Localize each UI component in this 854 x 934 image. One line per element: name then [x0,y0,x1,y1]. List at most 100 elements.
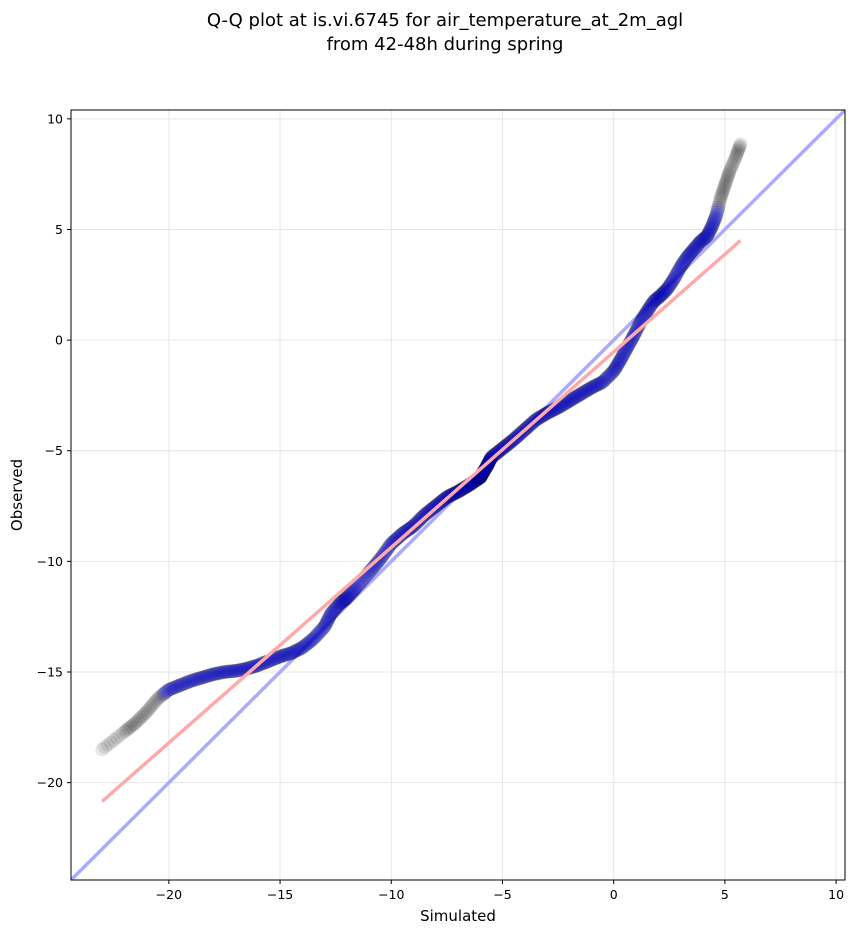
quantile-point [608,360,623,375]
quantile-point [689,239,704,254]
quantile-point [699,229,714,244]
quantile-point [679,250,694,265]
quantile-point [719,172,734,187]
quantile-point [331,598,346,613]
quantile-point [598,371,613,386]
quantile-point [712,196,727,211]
quantile-point [567,390,582,405]
quantile-point [203,668,218,683]
quantile-point [641,301,656,316]
quantile-point [139,705,154,719]
quantile-point [641,302,656,317]
quantile-point [382,539,397,554]
quantile-point [713,189,728,204]
y-tick-label: −5 [45,443,63,458]
quantile-point [188,672,203,687]
quantile-point [607,362,622,377]
quantile-point [615,348,630,363]
quantile-point [150,691,165,706]
quantile-point [732,140,747,155]
quantile-point [656,285,671,300]
quantile-point [649,292,664,307]
quantile-point [293,641,308,656]
quantile-point [321,611,336,626]
quantile-point [153,689,168,704]
quantile-point [731,142,746,157]
quantile-point [244,660,259,675]
quantile-point [231,663,246,678]
quantile-point [687,241,702,256]
quantile-point [723,162,738,177]
quantile-point [315,622,330,637]
quantile-point [184,673,199,688]
quantile-point [400,523,415,538]
quantile-point [542,405,557,420]
quantile-point [157,685,172,700]
quantile-point [191,671,206,686]
quantile-point [702,223,717,238]
quantile-point [173,678,188,693]
quantile-point [713,191,728,206]
quantile-point [717,179,732,194]
quantile-point [666,273,681,288]
quantile-point [219,664,234,679]
y-axis-ticks: −20 −15 −10 −5 0 5 10 [37,111,71,790]
quantile-point [683,245,698,260]
quantile-point [333,595,348,610]
quantile-point [346,583,361,598]
quantile-point [667,270,682,285]
quantile-point [112,728,127,743]
quantile-point [324,605,339,620]
chart-title-line-1: Q-Q plot at is.vi.6745 for air_temperatu… [207,10,683,31]
quantile-point [617,346,632,361]
quantile-point [414,511,429,526]
quantile-point [654,287,669,302]
quantile-point [571,388,586,403]
quantile-point [614,351,629,366]
quantile-point [707,212,722,227]
quantile-point [562,394,577,409]
quantile-point [197,669,212,684]
quantile-point [421,505,436,520]
quantile-point [145,698,160,713]
quantile-point [707,213,722,228]
quantile-point [126,717,141,732]
quantile-point [575,385,590,400]
quantile-point [291,642,306,657]
quantile-point [665,274,680,289]
quantile-point [138,706,153,721]
quantile-point [716,181,731,196]
quantile-point [120,722,135,737]
y-tick-label: −20 [37,775,63,790]
quantile-point [130,713,145,728]
quantile-point [694,233,709,248]
x-tick-label: −15 [267,887,293,902]
quantile-point [731,143,746,158]
quantile-point [559,395,574,410]
quantile-point [178,675,193,690]
quantile-point [228,663,243,678]
quantile-point [326,603,341,618]
quantile-point [337,592,352,607]
quantile-point [582,381,597,396]
quantile-point [702,224,717,239]
quantile-point [674,257,689,272]
quantile-point [199,669,214,684]
quantile-point [580,383,595,398]
quantile-point [348,580,363,595]
quantile-point [658,283,673,298]
quantile-point [146,696,161,711]
quantile-point [708,210,723,225]
quantile-point [95,742,110,757]
quantile-point [286,645,301,660]
quantile-point [160,683,175,698]
quantile-point [169,679,184,694]
quantile-point [333,596,348,611]
quantile-point [712,193,727,208]
x-tick-label: 0 [610,887,618,902]
quantile-point [142,701,157,716]
quantile-point [164,681,179,696]
quantile-point [321,612,336,627]
quantile-point [569,389,584,404]
quantile-point [708,209,723,224]
